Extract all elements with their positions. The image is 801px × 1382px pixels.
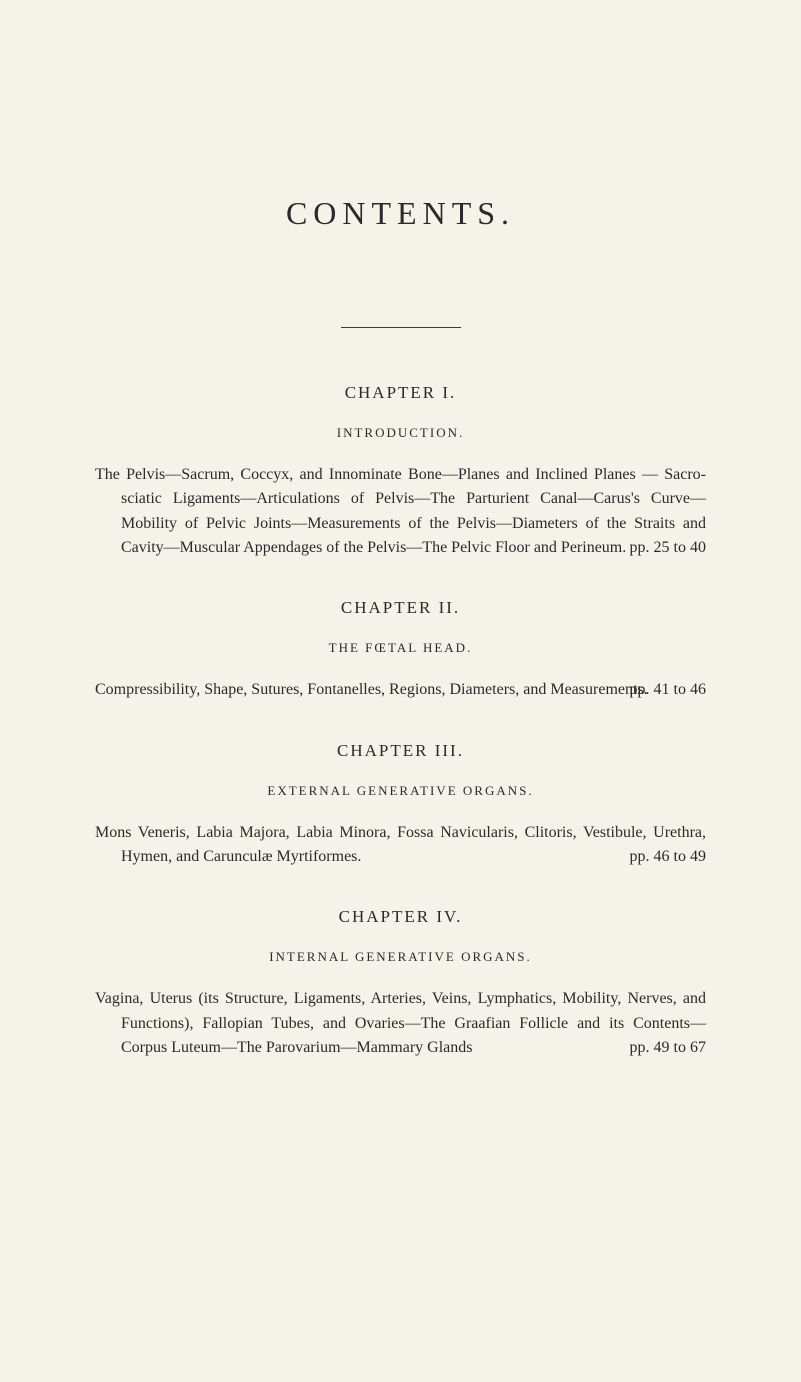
page-range: pp. 25 to 40: [656, 536, 706, 560]
page-title: CONTENTS.: [95, 195, 706, 232]
chapter-heading: CHAPTER II.: [95, 598, 706, 618]
chapter-body: The Pelvis—Sacrum, Coccyx, and Innominat…: [95, 463, 706, 560]
chapter-heading: CHAPTER IV.: [95, 907, 706, 927]
page-range: pp. 49 to 67: [656, 1036, 706, 1060]
title-divider: [341, 327, 461, 328]
chapter-subtitle: INTRODUCTION.: [95, 425, 706, 441]
page-range: pp. 46 to 49: [656, 845, 706, 869]
chapter-subtitle: EXTERNAL GENERATIVE ORGANS.: [95, 783, 706, 799]
chapter-text: The Pelvis—Sacrum, Coccyx, and Innominat…: [95, 466, 706, 556]
chapter-subtitle: THE FŒTAL HEAD.: [95, 640, 706, 656]
chapter-heading: CHAPTER I.: [95, 383, 706, 403]
chapter-body: Vagina, Uterus (its Structure, Ligaments…: [95, 987, 706, 1060]
page-range: pp. 41 to 46: [656, 678, 706, 702]
chapter-text: Mons Veneris, Labia Majora, Labia Minora…: [95, 824, 706, 865]
chapter-heading: CHAPTER III.: [95, 741, 706, 761]
chapter-body: Compressibility, Shape, Sutures, Fontane…: [95, 678, 706, 702]
chapter-body: Mons Veneris, Labia Majora, Labia Minora…: [95, 821, 706, 870]
chapter-subtitle: INTERNAL GENERATIVE ORGANS.: [95, 949, 706, 965]
chapter-text: Vagina, Uterus (its Structure, Ligaments…: [95, 990, 706, 1056]
chapter-text: Compressibility, Shape, Sutures, Fontane…: [95, 681, 648, 698]
